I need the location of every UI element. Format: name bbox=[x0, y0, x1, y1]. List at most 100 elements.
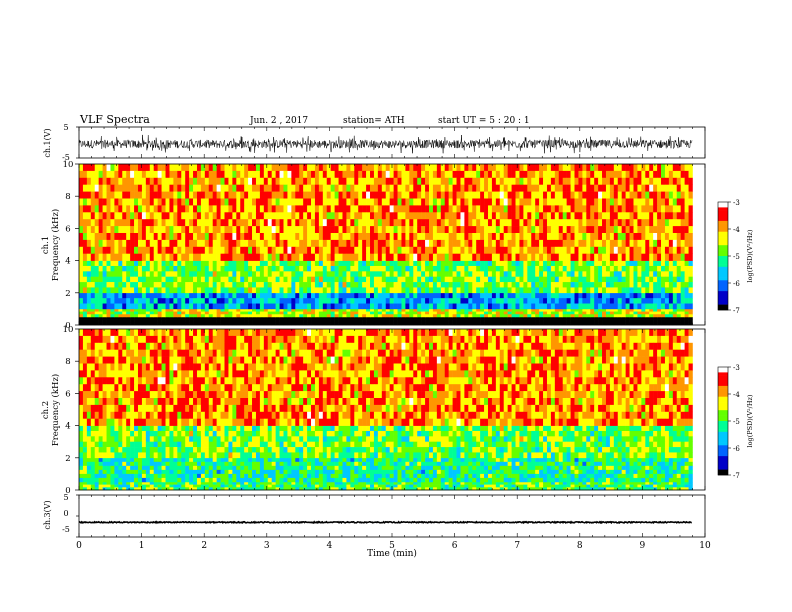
ch1-psd-cell bbox=[578, 164, 583, 172]
ch1-colorbar-segment bbox=[718, 234, 728, 238]
ch1-psd-cell bbox=[161, 276, 166, 283]
ch1-psd-cell bbox=[602, 239, 607, 248]
ch1-psd-cell bbox=[299, 282, 304, 288]
ch1-psd-cell bbox=[208, 319, 213, 323]
ch1-psd-cell bbox=[535, 177, 540, 185]
ch1-psd-cell bbox=[86, 287, 92, 294]
ch1-psd-cell bbox=[240, 191, 245, 199]
ch1-psd-cell bbox=[370, 292, 375, 299]
ch1-psd-cell bbox=[283, 322, 288, 326]
ch1-psd-cell bbox=[633, 253, 638, 261]
ch1-psd-cell bbox=[570, 292, 575, 299]
ch1-psd-cell bbox=[271, 226, 276, 234]
ch1-psd-cell bbox=[334, 287, 339, 294]
ch1-psd-cell bbox=[543, 298, 548, 304]
ch1-psd-cell bbox=[476, 282, 481, 288]
ch1-colorbar-segment bbox=[718, 218, 728, 222]
ch1-psd-cell bbox=[118, 282, 123, 288]
ch1-psd-cell bbox=[519, 205, 524, 213]
ch1-psd-cell bbox=[554, 265, 560, 272]
ch1-psd-cell bbox=[456, 233, 461, 241]
ch1-psd-cell bbox=[79, 308, 84, 312]
ch1-psd-cell bbox=[543, 253, 548, 261]
ch1-psd-cell bbox=[381, 260, 387, 267]
ch1-colorbar-segment bbox=[718, 280, 728, 284]
ch1-psd-cell bbox=[122, 319, 127, 323]
ch1-psd-cell bbox=[448, 303, 453, 310]
ch1-psd-cell bbox=[641, 219, 646, 227]
ch1-psd-cell bbox=[562, 239, 567, 248]
ch1-psd-cell bbox=[181, 198, 186, 206]
ch1-psd-cell bbox=[511, 303, 516, 310]
ch1-psd-cell bbox=[503, 246, 508, 254]
ch1-psd-cell bbox=[307, 292, 312, 299]
ch1-psd-cell bbox=[605, 287, 611, 294]
ch1-psd-cell bbox=[523, 226, 528, 234]
ch1-psd-cell bbox=[452, 292, 457, 299]
ch1-psd-cell bbox=[602, 282, 607, 288]
ch1-psd-cell bbox=[149, 205, 155, 213]
ch1-waveform-panel: 5 -5 ch.1(V) bbox=[43, 123, 706, 162]
ch1-psd-cell bbox=[189, 170, 194, 179]
ch1-psd-cell bbox=[291, 303, 296, 310]
ch1-psd-cell bbox=[200, 314, 206, 318]
ch1-psd-cell bbox=[110, 205, 115, 213]
ch2-psd-cell bbox=[523, 481, 528, 485]
ch1-psd-cell bbox=[106, 260, 111, 267]
ch1-psd-cell bbox=[224, 170, 229, 179]
ch1-psd-cell bbox=[401, 184, 406, 192]
ch1-psd-cell bbox=[330, 265, 335, 272]
ch1-psd-cell bbox=[228, 287, 233, 294]
ch1-psd-cell bbox=[236, 271, 241, 277]
ch1-psd-cell bbox=[598, 246, 603, 254]
ch2-psd-cell bbox=[102, 481, 107, 485]
ch1-psd-cell bbox=[598, 319, 603, 323]
ch1-psd-cell bbox=[543, 205, 548, 213]
ch1-psd-cell bbox=[460, 292, 465, 299]
ch1-psd-cell bbox=[562, 253, 567, 261]
ch1-psd-cell bbox=[523, 314, 528, 318]
ch1-psd-cell bbox=[200, 226, 206, 234]
ch2-psd-cell bbox=[452, 481, 457, 485]
ch1-psd-cell bbox=[82, 198, 88, 206]
ch1-psd-cell bbox=[330, 226, 335, 234]
ch1-psd-cell bbox=[204, 191, 210, 199]
ch1-psd-cell bbox=[448, 298, 453, 304]
ch1-psd-cell bbox=[668, 198, 674, 206]
ch1-psd-cell bbox=[464, 265, 469, 272]
ch1-psd-cell bbox=[629, 316, 634, 320]
ch1-psd-cell bbox=[629, 198, 634, 206]
ch1-psd-cell bbox=[311, 260, 316, 267]
ch1-psd-cell bbox=[456, 311, 461, 315]
ch1-psd-cell bbox=[220, 276, 225, 283]
ch1-psd-cell bbox=[299, 260, 304, 267]
ch1-psd-cell bbox=[484, 164, 489, 172]
ch1-psd-cell bbox=[554, 198, 560, 206]
ch1-psd-cell bbox=[193, 191, 198, 199]
ch1-psd-cell bbox=[680, 226, 685, 234]
ch1-psd-cell bbox=[330, 164, 335, 172]
ch1-psd-cell bbox=[491, 303, 497, 310]
ch1-psd-cell bbox=[409, 319, 414, 323]
ch2-psd-cell bbox=[373, 481, 379, 485]
ch1-psd-cell bbox=[283, 311, 288, 315]
ch1-psd-cell bbox=[137, 292, 143, 299]
ch1-psd-cell bbox=[680, 292, 685, 299]
ch1-psd-cell bbox=[173, 319, 178, 323]
ch1-psd-cell bbox=[106, 164, 111, 172]
ch1-psd-cell bbox=[86, 316, 92, 320]
ch1-psd-cell bbox=[657, 287, 662, 294]
ch1-psd-cell bbox=[311, 177, 316, 185]
ch1-psd-cell bbox=[98, 170, 103, 179]
ch1-psd-cell bbox=[287, 319, 292, 323]
ch1-psd-cell bbox=[613, 226, 619, 234]
ch1-psd-cell bbox=[236, 316, 241, 320]
ch1-psd-cell bbox=[653, 319, 658, 323]
ch1-psd-cell bbox=[515, 177, 520, 185]
ch1-psd-cell bbox=[358, 303, 363, 310]
ch1-psd-cell bbox=[94, 198, 99, 206]
ch1-psd-cell bbox=[145, 298, 151, 304]
ch1-psd-cell bbox=[649, 177, 654, 185]
ch1-psd-cell bbox=[224, 205, 229, 213]
ch1-psd-cell bbox=[503, 276, 508, 283]
